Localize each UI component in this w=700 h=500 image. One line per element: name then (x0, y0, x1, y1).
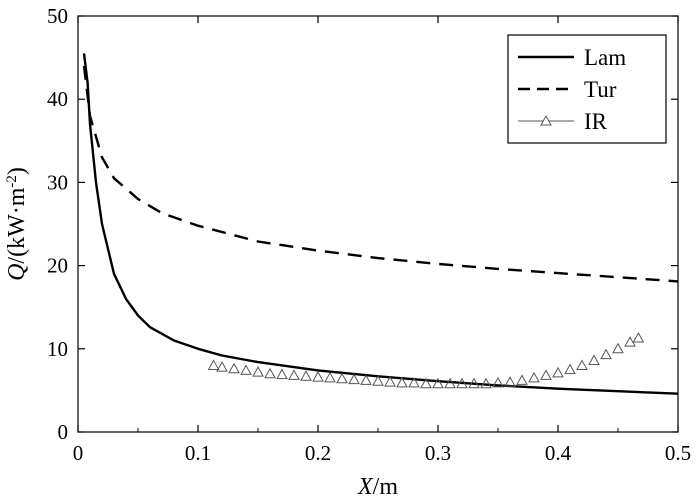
ir-point (576, 359, 588, 370)
y-tick-label: 0 (58, 420, 69, 444)
x-tick-label: 0.4 (545, 441, 572, 465)
ir-point (600, 348, 612, 360)
axis-ticks: 0 0.1 0.2 0.3 0.4 0.5 0 10 20 30 40 50 (47, 4, 691, 465)
ir-point (336, 372, 348, 384)
ir-point (276, 368, 288, 380)
ir-point (216, 361, 228, 372)
ir-point (564, 363, 576, 375)
ir-point (384, 376, 396, 387)
x-tick-label: 0.1 (185, 441, 211, 465)
x-tick-label: 0.5 (665, 441, 691, 465)
ir-point (552, 366, 564, 378)
y-tick-label: 20 (47, 254, 68, 278)
series-ir (207, 331, 645, 389)
ir-point (408, 376, 420, 388)
y-tick-label: 50 (47, 4, 68, 28)
y-axis-label: Q/(kW·m-2) (4, 167, 30, 281)
legend: Lam Tur IR (507, 34, 667, 144)
ir-point (632, 331, 645, 343)
x-axis-label-unit: /m (373, 474, 399, 500)
x-tick-label: 0.3 (425, 441, 451, 465)
ir-point (432, 377, 444, 389)
ir-point (264, 367, 276, 379)
x-tick-label: 0.2 (305, 441, 331, 465)
ir-point (360, 374, 372, 385)
legend-swatch-ir-marker (540, 114, 552, 126)
ir-point (516, 374, 528, 385)
ir-point (420, 377, 432, 389)
ir-point (528, 371, 540, 383)
y-axis-label-close: ) (4, 167, 30, 175)
ir-point (612, 342, 624, 354)
y-tick-label: 10 (47, 337, 68, 361)
ir-point (240, 364, 252, 375)
ir-point (324, 371, 336, 383)
ir-point (540, 369, 552, 380)
y-axis-label-italic: Q (4, 264, 30, 281)
ir-point (456, 377, 468, 389)
x-axis-label: X/m (357, 474, 398, 500)
series-lam-line (82, 53, 679, 395)
ir-point (228, 362, 240, 374)
series-tur-line (82, 65, 679, 283)
y-axis-label-superscript: -2 (4, 175, 20, 188)
ir-point (207, 359, 220, 370)
y-axis-label-unit: /(kW·m (4, 187, 30, 263)
ir-point (624, 336, 636, 347)
ir-point (480, 377, 492, 389)
ir-point (588, 354, 600, 365)
legend-label-ir: IR (584, 109, 608, 134)
ir-point (312, 371, 324, 382)
x-tick-label: 0 (73, 441, 84, 465)
legend-label-tur: Tur (584, 77, 617, 102)
series-layer (82, 53, 679, 395)
ir-point (252, 366, 264, 377)
ir-point (372, 375, 384, 386)
ir-point (444, 377, 456, 389)
ir-point (396, 376, 408, 388)
y-tick-label: 30 (47, 170, 68, 194)
ir-point (348, 373, 360, 385)
ir-point (288, 369, 300, 380)
x-axis-label-italic: X (357, 474, 374, 500)
ir-point (468, 377, 480, 389)
legend-box (507, 34, 667, 144)
y-tick-label: 40 (47, 87, 68, 111)
legend-label-lam: Lam (584, 45, 626, 70)
ir-point (300, 370, 312, 381)
ir-point (504, 376, 516, 387)
ir-point (492, 376, 504, 388)
